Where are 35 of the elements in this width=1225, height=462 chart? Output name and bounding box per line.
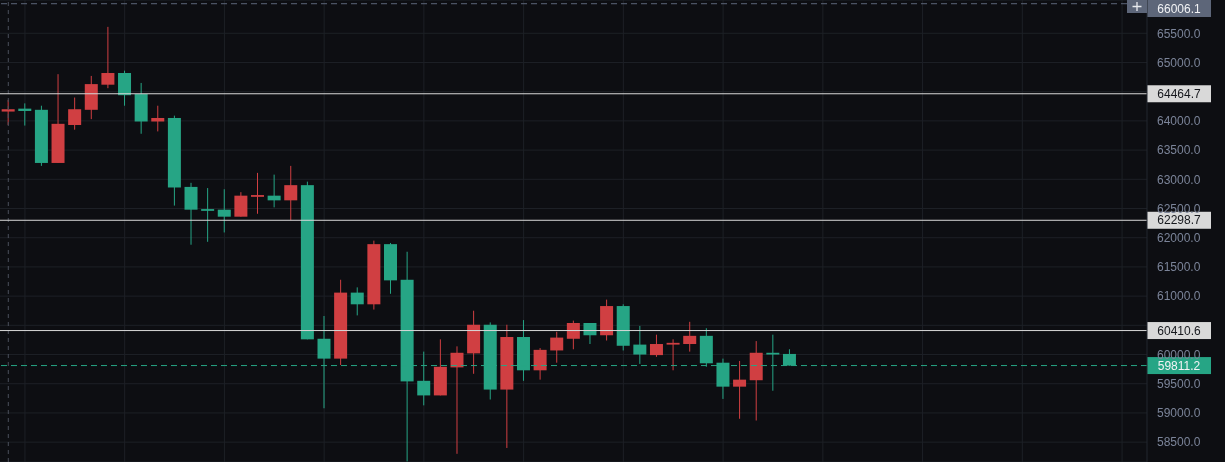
candlestick: [184, 182, 198, 246]
y-tick-label: 59000.0: [1157, 406, 1201, 421]
y-tick-label: 61500.0: [1157, 260, 1201, 275]
candlestick: [566, 320, 580, 350]
candlestick: [217, 188, 231, 233]
ref-line-label: 66006.1: [1157, 1, 1202, 16]
candlestick: [201, 187, 215, 243]
y-tick-label: 62000.0: [1157, 230, 1201, 245]
ref-line-label: 62298.7: [1157, 213, 1202, 228]
y-tick-label: 65000.0: [1157, 55, 1201, 70]
y-tick-label: 63500.0: [1157, 143, 1201, 158]
candlestick: [68, 97, 82, 131]
y-tick-label: 59500.0: [1157, 376, 1201, 391]
y-tick-label: 61000.0: [1157, 289, 1201, 304]
candlestick: [118, 70, 132, 107]
candlestick: [251, 172, 265, 215]
y-tick-label: 58500.0: [1157, 435, 1201, 450]
candlestick: [450, 345, 464, 455]
y-tick-label: 64000.0: [1157, 114, 1201, 129]
candlestick: [350, 286, 364, 316]
y-tick-label: 63000.0: [1157, 172, 1201, 187]
candlestick: [284, 165, 298, 221]
candlestick: [633, 325, 647, 365]
candlestick: [683, 321, 697, 353]
candlestick: [550, 331, 564, 364]
candlestick: [666, 338, 680, 371]
candlestick: [533, 347, 547, 381]
ref-line-label: 64464.7: [1157, 86, 1202, 101]
ref-line-label: 60410.6: [1157, 323, 1202, 338]
ref-line-label: 59811.2: [1157, 358, 1201, 373]
candlestick: [101, 26, 115, 89]
candlestick: [234, 191, 248, 218]
y-tick-label: 65500.0: [1157, 26, 1201, 41]
candlestick: [649, 334, 663, 358]
candlestick: [733, 360, 747, 420]
